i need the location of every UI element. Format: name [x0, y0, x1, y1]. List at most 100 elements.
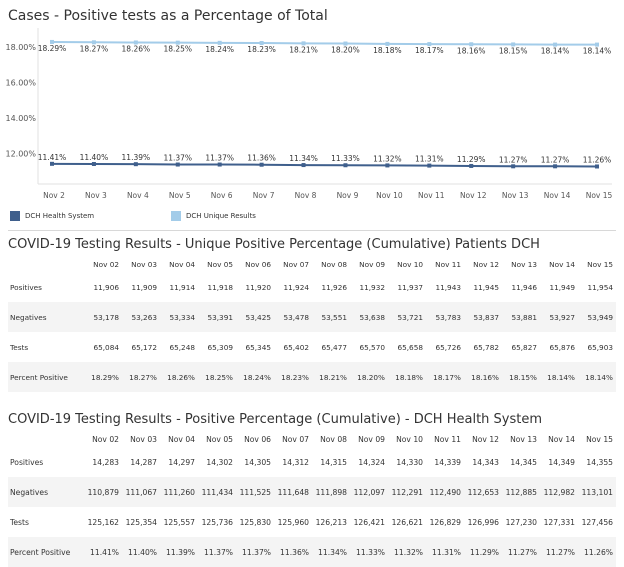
column-header: Nov 03: [131, 259, 157, 269]
data-label: 11.31%: [415, 155, 444, 164]
table-cell: 112,653: [467, 487, 499, 497]
table-cell: 11,918: [207, 282, 233, 292]
column-header: Nov 10: [397, 259, 423, 269]
data-point: [175, 40, 180, 45]
x-tick-label: Nov 13: [502, 191, 529, 200]
row-label: Tests: [10, 517, 29, 527]
data-label: 18.20%: [331, 46, 360, 55]
table-cell: 126,996: [467, 517, 499, 527]
data-point: [469, 42, 474, 47]
x-tick-label: Nov 6: [211, 191, 233, 200]
data-point: [469, 163, 474, 168]
table-cell: 65,903: [587, 342, 613, 352]
table-cell: 112,885: [505, 487, 537, 497]
table-cell: 65,658: [397, 342, 423, 352]
table-cell: 18.27%: [129, 372, 157, 382]
table-cell: 18.26%: [167, 372, 195, 382]
table-cell: 127,456: [581, 517, 613, 527]
row-label: Positives: [10, 282, 42, 292]
legend-item-dch-unique-results: DCH Unique Results: [171, 211, 256, 221]
column-header: Nov 09: [358, 435, 385, 444]
data-label: 18.25%: [163, 45, 192, 54]
column-header: Nov 14: [549, 259, 575, 269]
table-cell: 14,339: [434, 457, 461, 467]
table-cell: 14,312: [282, 457, 309, 467]
x-tick-label: Nov 11: [418, 191, 445, 200]
table-cell: 11.27%: [546, 547, 575, 557]
row-label: Tests: [10, 342, 29, 352]
table-cell: 11,937: [397, 282, 423, 292]
table-cell: 18.15%: [509, 372, 537, 382]
table-row: Percent Positive 18.29% 18.27% 18.26% 18.25%…: [8, 362, 616, 392]
table-cell: 53,927: [549, 312, 575, 322]
data-label: 18.23%: [247, 45, 276, 54]
x-tick-label: Nov 12: [460, 191, 487, 200]
column-header: Nov 04: [168, 435, 195, 444]
x-tick-label: Nov 10: [376, 191, 403, 200]
table-cell: 53,263: [131, 312, 157, 322]
legend-swatch: [10, 211, 20, 221]
table-cell: 53,425: [245, 312, 271, 322]
table-cell: 125,354: [125, 517, 157, 527]
data-point: [595, 164, 599, 169]
data-point: [259, 162, 264, 167]
legend-swatch: [171, 211, 181, 221]
table-cell: 53,551: [321, 312, 347, 322]
table-cell: 110,879: [87, 487, 119, 497]
table-cell: 111,525: [239, 487, 271, 497]
column-header: Nov 07: [283, 259, 309, 269]
series-line: [51, 40, 597, 46]
table-cell: 112,097: [353, 487, 385, 497]
table-cell: 126,621: [391, 517, 423, 527]
column-header: Nov 06: [245, 259, 271, 269]
table-cell: 125,830: [239, 517, 271, 527]
table-cell: 11,945: [473, 282, 499, 292]
table-cell: 65,827: [511, 342, 537, 352]
table-cell: 53,949: [587, 312, 613, 322]
table-cell: 111,067: [125, 487, 157, 497]
data-point: [50, 39, 54, 44]
x-tick-label: Nov 15: [586, 191, 613, 200]
table-cell: 18.17%: [433, 372, 461, 382]
table-cell: 11,932: [359, 282, 385, 292]
table-cell: 14,305: [244, 457, 271, 467]
table-cell: 14,355: [586, 457, 613, 467]
data-point: [385, 163, 390, 168]
table-cell: 11.27%: [508, 547, 537, 557]
unique-positive-table: Nov 02 Nov 03 Nov 04 Nov 05 Nov 06 Nov 07 Nov …: [8, 256, 616, 392]
data-label: 11.39%: [122, 153, 151, 162]
table-cell: 112,490: [429, 487, 461, 497]
header-corner: [8, 432, 84, 447]
table-cell: 11.41%: [90, 547, 119, 557]
data-label: 11.32%: [373, 154, 402, 163]
row-label: Negatives: [10, 487, 49, 497]
table-cell: 11.37%: [204, 547, 233, 557]
table-cell: 18.20%: [357, 372, 385, 382]
table-cell: 65,172: [131, 342, 157, 352]
table-cell: 18.25%: [205, 372, 233, 382]
table-cell: 111,434: [201, 487, 233, 497]
table-cell: 18.18%: [395, 372, 423, 382]
x-tick-label: Nov 5: [169, 191, 191, 200]
table-cell: 53,334: [169, 312, 195, 322]
table-cell: 18.24%: [243, 372, 271, 382]
table-cell: 11,906: [93, 282, 119, 292]
data-point: [217, 162, 222, 167]
data-point: [91, 40, 96, 45]
column-header: Nov 14: [548, 435, 575, 444]
table-cell: 11.39%: [166, 547, 195, 557]
data-label: 11.27%: [541, 155, 570, 164]
data-label: 18.17%: [415, 46, 444, 55]
table-cell: 18.16%: [471, 372, 499, 382]
table-cell: 14,297: [168, 457, 195, 467]
data-label: 18.14%: [541, 47, 570, 56]
table-cell: 65,477: [321, 342, 347, 352]
table-cell: 65,570: [359, 342, 385, 352]
table-cell: 125,736: [201, 517, 233, 527]
data-label: 11.29%: [457, 155, 486, 164]
column-header: Nov 12: [472, 435, 499, 444]
data-point: [217, 40, 222, 45]
column-header: Nov 05: [207, 259, 233, 269]
data-label: 11.40%: [80, 153, 109, 162]
table-cell: 11.33%: [356, 547, 385, 557]
